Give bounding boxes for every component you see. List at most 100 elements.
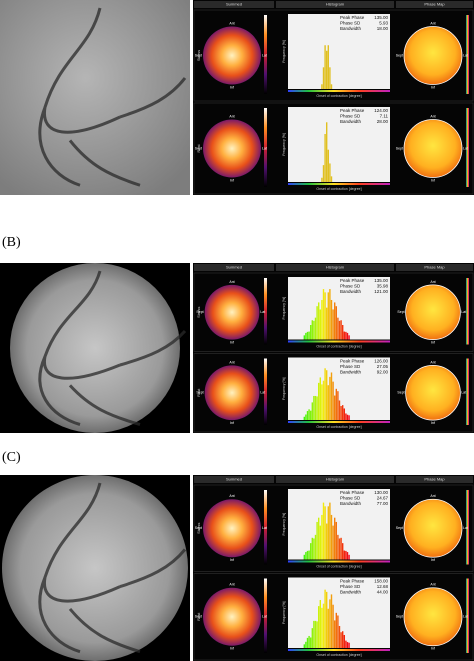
histogram-shape bbox=[340, 320, 342, 340]
polar-label: Inf bbox=[230, 421, 234, 425]
histogram-shape bbox=[330, 372, 333, 420]
polar-label: Sept bbox=[195, 615, 202, 619]
x-axis-label: Onset of contraction [degree] bbox=[316, 653, 361, 657]
histogram-shape bbox=[342, 631, 344, 648]
histogram-shape bbox=[303, 644, 305, 648]
polar-label: Lat bbox=[260, 391, 265, 395]
histogram-shape bbox=[305, 332, 307, 340]
polar-label: Lat bbox=[463, 526, 468, 530]
summed-polar-map bbox=[203, 26, 261, 85]
panel-label: (B) bbox=[2, 235, 21, 250]
polar-label: Inf bbox=[230, 85, 234, 89]
histogram-shape bbox=[313, 538, 315, 560]
stat-label: Phase SD bbox=[340, 114, 361, 119]
histogram-shape bbox=[319, 377, 321, 420]
histogram-shape bbox=[314, 534, 317, 560]
row-frame bbox=[193, 272, 474, 352]
stat-label: Peak Phase bbox=[340, 490, 365, 495]
stat-label: Bandwidth bbox=[340, 370, 362, 375]
histogram-shape bbox=[334, 517, 336, 560]
histogram-shape bbox=[348, 554, 350, 560]
row-label: Rest bbox=[196, 612, 201, 621]
phase-map bbox=[403, 119, 463, 178]
histogram-shape bbox=[306, 637, 309, 648]
polar-label: Ant bbox=[430, 583, 435, 587]
histogram-shape bbox=[316, 306, 318, 340]
polar-label: Lat bbox=[260, 310, 265, 314]
stat-label: Bandwidth bbox=[340, 590, 362, 595]
row-frame bbox=[193, 9, 474, 102]
x-axis-label: Onset of contraction [degree] bbox=[316, 564, 361, 568]
stat-label: Phase SD bbox=[340, 21, 361, 26]
y-axis-label: Frequency [%] bbox=[282, 377, 286, 400]
header-strip bbox=[396, 476, 473, 483]
colorbar bbox=[264, 490, 267, 565]
histogram-shape bbox=[322, 603, 325, 648]
histogram-shape bbox=[322, 380, 325, 420]
header-strip bbox=[276, 476, 394, 483]
histogram-plot bbox=[288, 107, 390, 182]
histogram-shape bbox=[305, 552, 307, 560]
polar-label: Sept bbox=[396, 53, 403, 57]
histogram-shape bbox=[346, 642, 349, 648]
polar-label: Ant bbox=[229, 280, 234, 284]
stat-label: Peak Phase bbox=[340, 278, 365, 283]
colorbar bbox=[466, 108, 469, 187]
histogram-shape bbox=[326, 523, 328, 560]
histogram-shape bbox=[330, 594, 333, 648]
stat-label: Peak Phase bbox=[340, 359, 365, 364]
histogram-shape bbox=[303, 416, 305, 420]
polar-label: Lat bbox=[262, 146, 267, 150]
vessel bbox=[38, 482, 187, 654]
histogram-colorbar bbox=[288, 340, 390, 343]
histogram-shape bbox=[316, 521, 318, 560]
histogram-shape bbox=[330, 299, 333, 340]
polar-label: Lat bbox=[461, 310, 466, 314]
polar-label: Sept bbox=[396, 615, 403, 619]
histogram-shape bbox=[337, 391, 339, 420]
histogram-shape bbox=[330, 514, 333, 560]
phase-map bbox=[405, 364, 461, 421]
histogram-shape bbox=[329, 502, 331, 560]
histogram-shape bbox=[321, 607, 323, 648]
histogram-shape bbox=[348, 642, 350, 648]
histogram-shape bbox=[314, 395, 317, 420]
stat-label: Peak Phase bbox=[340, 15, 365, 20]
polar-label: Sept bbox=[195, 146, 202, 150]
histogram-shape bbox=[316, 396, 318, 420]
histogram-colorbar bbox=[288, 560, 390, 563]
header-strip bbox=[396, 264, 473, 271]
polar-label: Sept bbox=[397, 310, 404, 314]
row-label: Rest bbox=[196, 144, 201, 153]
histogram-shape bbox=[340, 406, 342, 420]
column-header: Histogram bbox=[326, 477, 345, 482]
histogram-shape bbox=[306, 550, 309, 560]
histogram-shape bbox=[326, 50, 328, 89]
panel: Summed Histogram Phase Map Stress Ant Inf Sept… bbox=[0, 0, 474, 195]
stat-label: Phase SD bbox=[340, 284, 361, 289]
histogram-shape bbox=[340, 537, 342, 560]
row-label: Stress bbox=[196, 50, 201, 61]
histogram-shape bbox=[329, 67, 331, 89]
stat-value: 7.11 bbox=[380, 114, 389, 119]
histogram-shape bbox=[318, 302, 320, 340]
histogram-shape bbox=[303, 554, 305, 560]
row-label: Stress bbox=[196, 523, 201, 534]
stat-value: 28.00 bbox=[377, 119, 389, 124]
histogram-shape bbox=[338, 400, 341, 420]
stat-value: 92.00 bbox=[377, 370, 389, 375]
x-axis-label: Onset of contraction [degree] bbox=[316, 344, 361, 348]
polar-label: Inf bbox=[230, 558, 234, 562]
histogram-shape bbox=[332, 525, 334, 560]
histogram-shape bbox=[321, 299, 323, 340]
stat-value: 27.05 bbox=[377, 364, 389, 369]
polar-label: Inf bbox=[431, 647, 435, 651]
polar-label: Inf bbox=[230, 341, 234, 345]
histogram-shape bbox=[338, 625, 341, 648]
stat-value: 5.93 bbox=[379, 21, 388, 26]
header-strip bbox=[276, 1, 394, 8]
histogram-shape bbox=[322, 165, 325, 182]
histogram-shape bbox=[303, 335, 305, 340]
stat-value: 44.00 bbox=[377, 590, 389, 595]
colorbar bbox=[466, 490, 469, 565]
